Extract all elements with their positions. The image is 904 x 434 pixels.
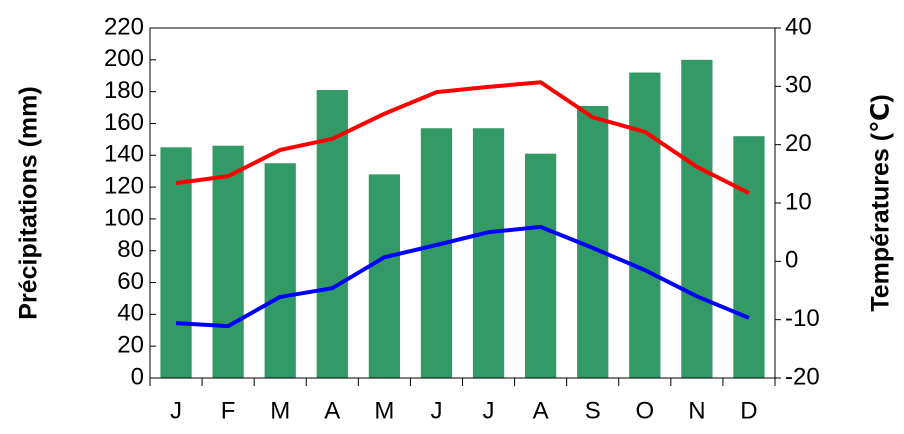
line xyxy=(175,224,750,329)
y2-tick-label: 40 xyxy=(785,13,812,40)
y2-tick-label: 0 xyxy=(785,247,798,274)
x-tick-label: M xyxy=(270,397,290,424)
bar xyxy=(681,59,713,379)
x-tick-label: F xyxy=(221,397,236,424)
line xyxy=(175,80,750,195)
y-tick-label: 60 xyxy=(117,268,144,295)
x-tick-label: A xyxy=(533,397,549,424)
y2-tick-label: 20 xyxy=(785,130,812,157)
x-tick-label: J xyxy=(483,397,495,424)
x-tick-label: D xyxy=(740,397,757,424)
x-tick-label: N xyxy=(688,397,705,424)
y-tick-label: 20 xyxy=(117,332,144,359)
y-tick-label: 120 xyxy=(104,172,144,199)
bar xyxy=(160,147,192,378)
bar xyxy=(733,136,765,378)
bar xyxy=(368,174,400,378)
x-tick-label: A xyxy=(324,397,340,424)
bar xyxy=(212,145,244,378)
y2-tick-label: 30 xyxy=(785,72,812,99)
y-axis-title: Précipitations (mm) xyxy=(15,86,43,319)
y2-tick-label: -10 xyxy=(785,305,820,332)
bar xyxy=(420,128,453,378)
y-tick-label: 0 xyxy=(131,363,144,390)
x-tick-label: J xyxy=(430,397,442,424)
bar xyxy=(264,163,296,378)
y2-tick-label: -20 xyxy=(785,363,820,390)
bar xyxy=(472,128,505,378)
x-tick-label: J xyxy=(170,397,182,424)
y-tick-label: 220 xyxy=(104,13,144,40)
y2-tick-label: 10 xyxy=(785,188,812,215)
y-tick-label: 40 xyxy=(117,300,144,327)
bar xyxy=(525,153,557,378)
y2-axis-title: Températures (℃) xyxy=(867,94,895,311)
y-tick-label: 180 xyxy=(104,77,144,104)
x-tick-label: O xyxy=(635,397,654,424)
x-tick-label: S xyxy=(585,397,601,424)
y-tick-label: 160 xyxy=(104,109,144,136)
y-tick-label: 200 xyxy=(104,45,144,72)
y-tick-label: 140 xyxy=(104,141,144,168)
y-tick-label: 80 xyxy=(117,236,144,263)
bar xyxy=(629,72,661,378)
x-tick-label: M xyxy=(374,397,394,424)
y-tick-label: 100 xyxy=(104,204,144,231)
